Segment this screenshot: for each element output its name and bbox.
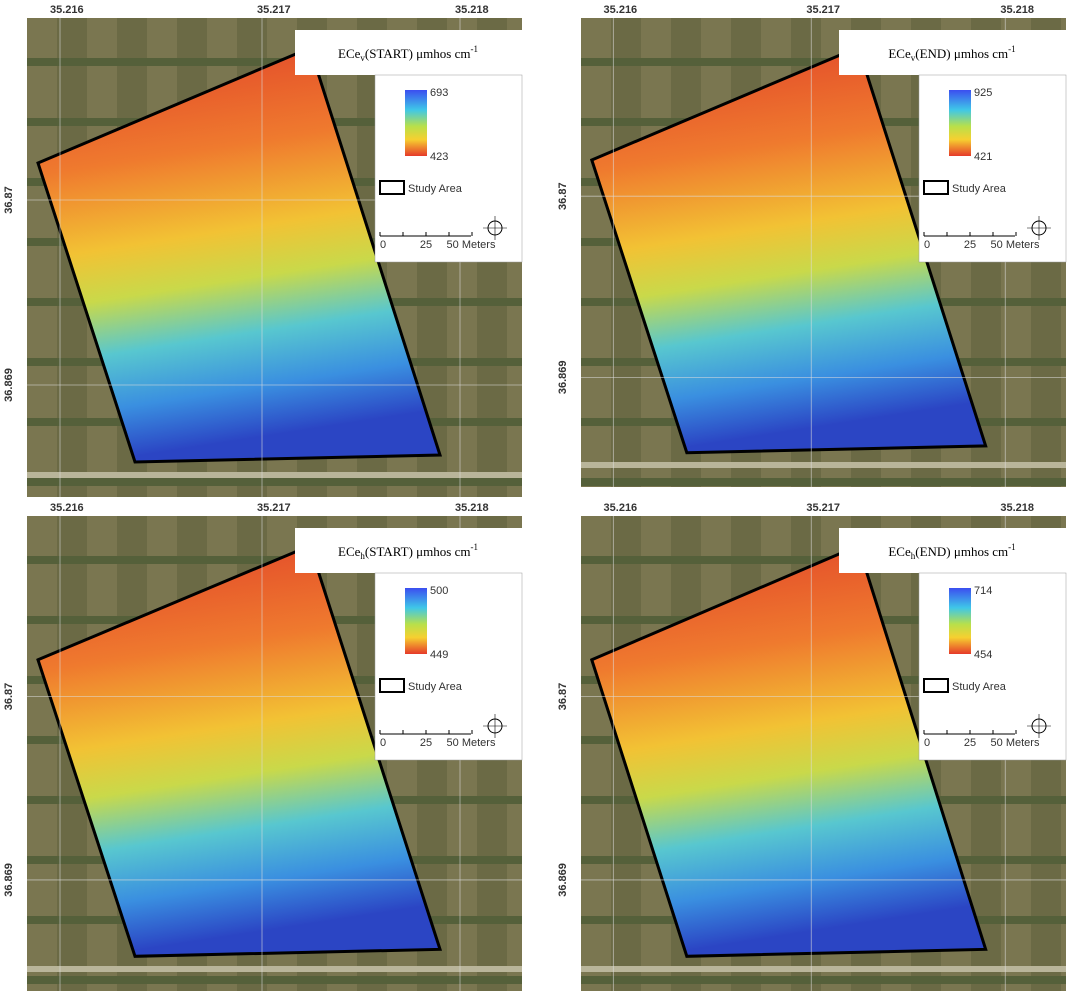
title-rest: (END) μmhos cm: [915, 544, 1008, 559]
scale-label: 0: [924, 737, 930, 749]
color-ramp: [949, 90, 971, 156]
latitude-label: 36.869: [3, 863, 15, 897]
legend-min: 449: [430, 649, 448, 661]
legend-max: 693: [430, 87, 448, 99]
legend-title: ECev(START) μmhos cm-1: [338, 44, 478, 63]
legend-max: 925: [974, 87, 992, 99]
color-ramp: [405, 588, 427, 654]
scale-label: 25: [964, 239, 976, 251]
map-panel: 35.216 35.217 35.218 36.87 36.869 ECeh(END) μ…: [557, 502, 1066, 991]
study-area-label: Study Area: [952, 183, 1007, 195]
scale-label: 50 Meters: [991, 737, 1040, 749]
title-rest: (START) μmhos cm: [365, 544, 471, 559]
title-sup: -1: [1008, 44, 1016, 54]
legend-max: 500: [430, 585, 448, 597]
road: [27, 472, 522, 478]
latitude-label: 36.87: [3, 186, 15, 214]
latitude-label: 36.869: [557, 863, 569, 897]
study-area-label: Study Area: [408, 681, 463, 693]
scale-label: 25: [964, 737, 976, 749]
title-sup: -1: [1008, 542, 1016, 552]
longitude-label: 35.218: [455, 4, 489, 16]
scale-label: 50 Meters: [447, 737, 496, 749]
color-ramp: [405, 90, 427, 156]
scale-label: 0: [924, 239, 930, 251]
study-area-label: Study Area: [408, 183, 463, 195]
title-sup: -1: [470, 542, 478, 552]
map-figure: 35.216 35.217 35.218 36.87 36.869 ECev(START)…: [0, 0, 1067, 991]
scale-label: 25: [420, 239, 432, 251]
map-panel: 35.216 35.217 35.218 36.87 36.869 ECev(END) μ…: [557, 4, 1066, 487]
road: [27, 966, 522, 972]
longitude-label: 35.216: [604, 4, 638, 16]
latitude-label: 36.87: [3, 683, 15, 711]
legend-title: ECev(END) μmhos cm-1: [888, 44, 1015, 63]
legend-max: 714: [974, 585, 992, 597]
legend-min: 423: [430, 151, 448, 163]
scale-label: 50 Meters: [447, 239, 496, 251]
longitude-label: 35.216: [604, 502, 638, 514]
road: [581, 462, 1066, 468]
title-base: ECe: [338, 46, 361, 61]
color-ramp: [949, 588, 971, 654]
map-panel: 35.216 35.217 35.218 36.87 36.869 ECeh(START)…: [3, 502, 522, 991]
longitude-label: 35.218: [1000, 4, 1034, 16]
scale-label: 0: [380, 239, 386, 251]
latitude-label: 36.87: [557, 182, 569, 210]
longitude-label: 35.217: [806, 502, 840, 514]
legend-min: 421: [974, 151, 992, 163]
legend-title: ECeh(START) μmhos cm-1: [338, 542, 478, 561]
title-base: ECe: [888, 544, 911, 559]
longitude-label: 35.218: [1000, 502, 1034, 514]
legend-min: 454: [974, 649, 992, 661]
longitude-label: 35.217: [257, 4, 291, 16]
longitude-label: 35.217: [257, 502, 291, 514]
longitude-label: 35.217: [806, 4, 840, 16]
scale-label: 0: [380, 737, 386, 749]
title-sup: -1: [470, 44, 478, 54]
legend-title: ECeh(END) μmhos cm-1: [888, 542, 1015, 561]
longitude-label: 35.216: [50, 4, 84, 16]
latitude-label: 36.87: [557, 683, 569, 711]
title-rest: (END) μmhos cm: [915, 46, 1008, 61]
longitude-label: 35.218: [455, 502, 489, 514]
study-area-label: Study Area: [952, 681, 1007, 693]
title-base: ECe: [888, 46, 911, 61]
latitude-label: 36.869: [3, 368, 15, 402]
scale-label: 50 Meters: [991, 239, 1040, 251]
latitude-label: 36.869: [557, 361, 569, 395]
map-panel: 35.216 35.217 35.218 36.87 36.869 ECev(START)…: [3, 4, 522, 497]
road: [581, 966, 1066, 972]
title-base: ECe: [338, 544, 361, 559]
title-rest: (START) μmhos cm: [365, 46, 471, 61]
longitude-label: 35.216: [50, 502, 84, 514]
scale-label: 25: [420, 737, 432, 749]
